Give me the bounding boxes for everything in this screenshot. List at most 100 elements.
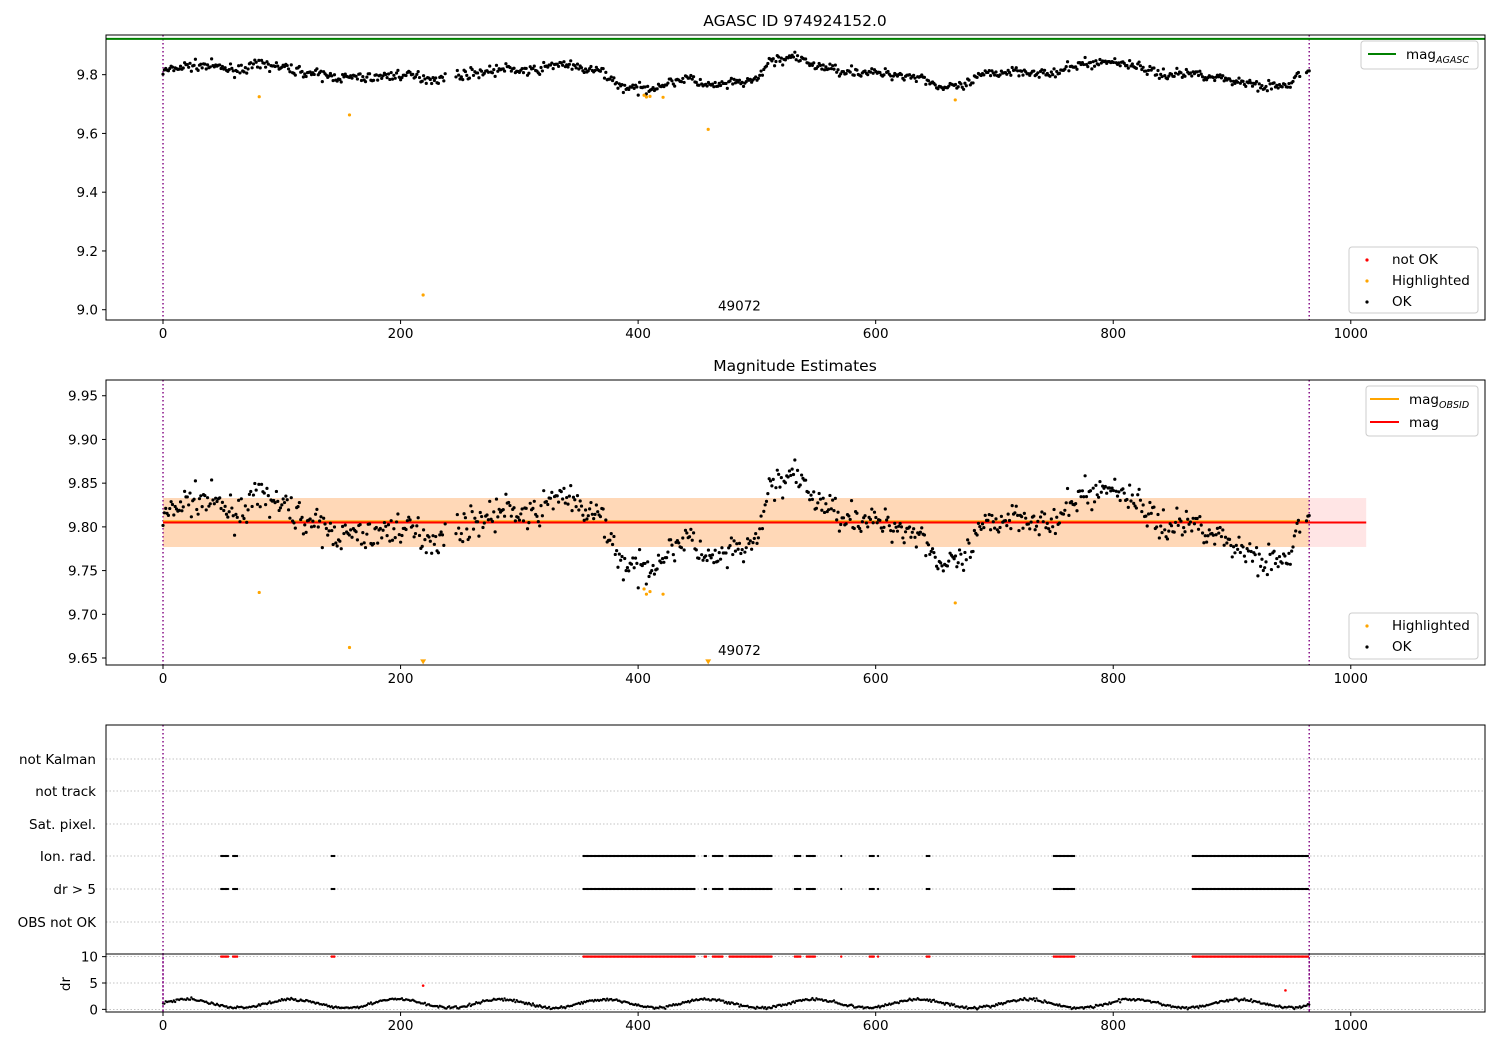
ok-point bbox=[308, 70, 312, 74]
dr-ok-point bbox=[785, 1003, 788, 1007]
ok-point bbox=[1196, 527, 1201, 531]
ok-point bbox=[635, 85, 639, 89]
ok-point bbox=[806, 61, 810, 65]
ok-point bbox=[930, 547, 935, 551]
ok-point bbox=[1195, 516, 1199, 521]
ok-point bbox=[1161, 508, 1166, 512]
ok-point bbox=[372, 542, 376, 546]
ok-point bbox=[1092, 64, 1097, 68]
ok-point bbox=[754, 75, 758, 79]
ok-point bbox=[230, 506, 234, 510]
ok-point bbox=[384, 72, 388, 77]
ok-point bbox=[609, 75, 613, 79]
ok-point bbox=[1167, 74, 1171, 78]
ok-point bbox=[1014, 66, 1018, 70]
ok-point bbox=[926, 543, 931, 547]
ok-point bbox=[1233, 81, 1237, 85]
ok-point bbox=[509, 514, 513, 518]
ok-point bbox=[1033, 528, 1037, 532]
ok-point bbox=[821, 63, 825, 67]
ok-point bbox=[475, 520, 480, 524]
ok-point bbox=[404, 527, 408, 532]
ok-point bbox=[729, 76, 733, 80]
ok-point bbox=[486, 518, 490, 522]
ok-point bbox=[1257, 82, 1261, 86]
ok-point bbox=[386, 72, 391, 76]
ok-point bbox=[952, 557, 956, 561]
ok-point bbox=[1294, 74, 1298, 78]
ok-point bbox=[465, 73, 469, 77]
flag-point bbox=[226, 887, 230, 891]
ok-point bbox=[1172, 74, 1176, 79]
ok-point bbox=[1013, 511, 1017, 515]
highlighted-point bbox=[642, 587, 646, 591]
ok-point bbox=[1074, 501, 1078, 506]
ok-point bbox=[540, 69, 544, 73]
ok-point bbox=[588, 507, 592, 511]
ok-point bbox=[330, 528, 334, 533]
ok-point bbox=[301, 532, 306, 536]
ok-point bbox=[1283, 82, 1287, 87]
ok-point bbox=[993, 73, 997, 77]
ok-point bbox=[297, 501, 301, 505]
ok-point bbox=[1260, 83, 1264, 88]
ok-point bbox=[1007, 518, 1012, 523]
ok-point bbox=[848, 70, 852, 74]
ok-point bbox=[385, 533, 389, 538]
ok-point bbox=[1037, 533, 1041, 537]
ok-point bbox=[966, 538, 970, 542]
dr-not-ok-point bbox=[813, 955, 817, 958]
ok-point bbox=[596, 510, 600, 514]
ok-point bbox=[1221, 528, 1225, 532]
ok-point bbox=[701, 558, 705, 562]
ok-point bbox=[700, 553, 704, 557]
ok-point bbox=[1202, 541, 1206, 545]
ok-point bbox=[434, 534, 438, 539]
ok-point bbox=[914, 79, 918, 84]
ok-point bbox=[899, 525, 904, 529]
ok-point bbox=[820, 508, 824, 512]
ok-point bbox=[878, 70, 882, 75]
ok-point bbox=[243, 504, 247, 508]
ok-point bbox=[1180, 533, 1184, 537]
ok-point bbox=[1222, 79, 1226, 83]
ok-point bbox=[264, 65, 268, 69]
ok-point bbox=[378, 526, 382, 531]
ok-point bbox=[987, 68, 991, 73]
ok-point bbox=[1250, 84, 1255, 88]
ok-point bbox=[673, 84, 677, 88]
ok-point bbox=[442, 79, 446, 83]
ok-point bbox=[918, 530, 922, 534]
ok-point bbox=[1138, 64, 1143, 68]
dr-ok-point bbox=[738, 1005, 741, 1008]
magnitude-line-legend: magOBSID mag bbox=[1365, 385, 1479, 437]
dr-ok-point bbox=[1027, 999, 1030, 1002]
ok-point bbox=[480, 514, 484, 519]
dr-ok-point bbox=[727, 1000, 730, 1004]
ok-point bbox=[382, 521, 387, 525]
ok-point bbox=[716, 84, 720, 88]
dr-ok-point bbox=[1186, 1008, 1189, 1011]
ok-point bbox=[1238, 550, 1242, 555]
ok-point bbox=[222, 508, 226, 513]
flag-point bbox=[721, 887, 724, 891]
ok-point bbox=[1095, 493, 1099, 497]
ok-point bbox=[604, 70, 608, 74]
agasc-x-tick-label: 800 bbox=[1100, 326, 1126, 342]
ok-point bbox=[837, 529, 841, 533]
ok-point bbox=[1183, 530, 1187, 534]
dr-not-ok-point bbox=[928, 955, 931, 958]
ok-point bbox=[794, 58, 798, 62]
ok-point bbox=[1057, 71, 1062, 75]
ok-point bbox=[1088, 60, 1093, 65]
dr-ok-point bbox=[581, 1002, 585, 1005]
ok-point bbox=[1146, 512, 1151, 516]
ok-point bbox=[627, 569, 631, 573]
ok-point bbox=[380, 76, 384, 80]
ok-point bbox=[986, 518, 990, 522]
ok-point bbox=[355, 538, 360, 542]
ok-point bbox=[583, 67, 588, 71]
ok-point bbox=[953, 82, 958, 87]
ok-point bbox=[728, 79, 732, 83]
ok-point bbox=[381, 74, 385, 78]
